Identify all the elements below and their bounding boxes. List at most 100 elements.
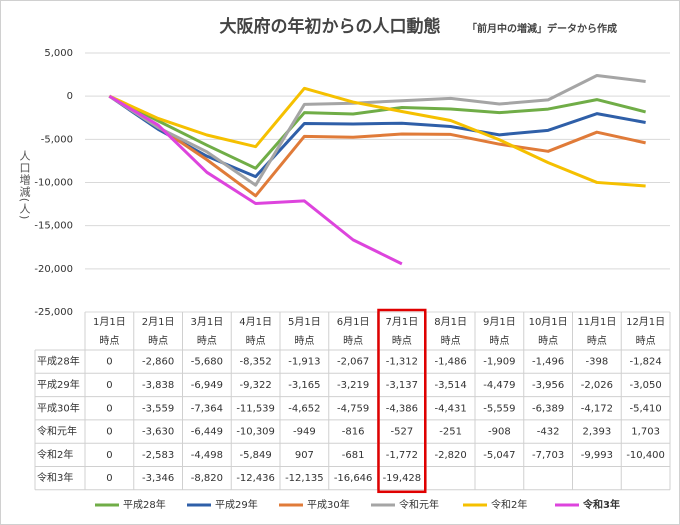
table-cell: 0 [106, 473, 112, 484]
table-cell: -10,309 [236, 427, 275, 438]
row-label: 令和元年 [37, 425, 77, 438]
table-cell: -8,820 [191, 473, 223, 484]
table-cell: -6,949 [191, 380, 223, 391]
table-cell: -3,165 [288, 380, 320, 391]
table-cell: -4,172 [581, 403, 613, 414]
legend-label: 令和2年 [491, 498, 527, 511]
x-tick-label: 7月1日時点 [386, 316, 419, 347]
table-cell: -2,067 [337, 357, 369, 368]
table-cell: -3,838 [142, 380, 174, 391]
table-cell: -6,389 [532, 403, 564, 414]
table-cell: -3,137 [386, 380, 418, 391]
table-cell: -11,539 [236, 403, 275, 414]
table-cell: -398 [586, 357, 609, 368]
table-cell: -12,436 [236, 473, 275, 484]
table-cell: 2,393 [583, 427, 612, 438]
table-cell: 0 [106, 450, 112, 461]
table-cell: -5,410 [630, 403, 662, 414]
table-cell: -3,346 [142, 473, 174, 484]
table-cell: -1,909 [483, 357, 515, 368]
legend-label: 平成28年 [123, 498, 166, 511]
table-cell: -2,860 [142, 357, 174, 368]
table-cell: -2,026 [581, 380, 613, 391]
table-cell: -9,993 [581, 450, 613, 461]
table-cell: -4,652 [288, 403, 320, 414]
table-cell: -3,630 [142, 427, 174, 438]
table-cell: -4,498 [191, 450, 223, 461]
y-axis-label: 人口増減(人) [18, 149, 31, 220]
series-line [108, 94, 646, 198]
y-tick-label: -25,000 [34, 307, 73, 318]
table-cell: 0 [106, 380, 112, 391]
row-label: 令和3年 [37, 471, 73, 484]
series-line [108, 94, 646, 170]
table-cell: 907 [295, 450, 314, 461]
x-tick-label: 8月1日時点 [434, 316, 467, 347]
table-cell: -949 [293, 427, 316, 438]
table-cell: 0 [106, 357, 112, 368]
table-cell: -3,050 [630, 380, 662, 391]
table-cell: -816 [342, 427, 365, 438]
table-cell: -908 [488, 427, 511, 438]
table-cell: -5,559 [483, 403, 515, 414]
table-cell: -4,759 [337, 403, 369, 414]
table-cell: -1,772 [386, 450, 418, 461]
x-tick-label: 9月1日時点 [483, 316, 516, 347]
row-label: 平成28年 [37, 355, 80, 368]
row-label: 令和2年 [37, 448, 73, 461]
table-cell: 0 [106, 427, 112, 438]
table-cell: -4,431 [435, 403, 467, 414]
chart-subtitle: 「前月中の増減」データから作成 [467, 22, 617, 35]
table-cell: -7,703 [532, 450, 564, 461]
table-cell: 1,703 [631, 427, 660, 438]
table-cell: -19,428 [383, 473, 422, 484]
table-cell: -2,583 [142, 450, 174, 461]
table-cell: -1,824 [630, 357, 662, 368]
legend-label: 平成30年 [307, 498, 350, 511]
table-cell: -3,559 [142, 403, 174, 414]
series-line [108, 86, 646, 188]
table-cell: -6,449 [191, 427, 223, 438]
legend-label: 令和元年 [399, 498, 439, 511]
y-tick-label: 0 [67, 91, 73, 102]
series-line [108, 74, 646, 187]
table-cell: -3,956 [532, 380, 564, 391]
table-cell: -432 [537, 427, 560, 438]
x-tick-label: 10月1日時点 [529, 316, 568, 347]
chart-title: 大阪府の年初からの人口動態 [220, 16, 441, 37]
x-tick-label: 4月1日時点 [239, 316, 272, 347]
table-cell: -527 [391, 427, 414, 438]
x-tick-label: 1月1日時点 [93, 316, 126, 347]
table-cell: -10,400 [626, 450, 665, 461]
y-tick-label: -15,000 [34, 221, 73, 232]
x-tick-label: 6月1日時点 [337, 316, 370, 347]
series-line [108, 94, 403, 266]
table-cell: -5,680 [191, 357, 223, 368]
table-cell: -7,364 [191, 403, 223, 414]
y-tick-label: -20,000 [34, 264, 73, 275]
y-tick-label: 5,000 [44, 48, 73, 59]
x-tick-label: 2月1日時点 [142, 316, 175, 347]
legend-label: 令和3年 [582, 498, 620, 511]
table-cell: -681 [342, 450, 365, 461]
table-cell: -5,047 [483, 450, 515, 461]
table-cell: 0 [106, 403, 112, 414]
row-label: 平成30年 [37, 401, 80, 414]
table-cell: -3,219 [337, 380, 369, 391]
table-cell: -8,352 [240, 357, 272, 368]
table-cell: -1,312 [386, 357, 418, 368]
table-cell: -12,135 [285, 473, 324, 484]
x-tick-label: 3月1日時点 [191, 316, 224, 347]
x-tick-label: 5月1日時点 [288, 316, 321, 347]
y-tick-label: -10,000 [34, 178, 73, 189]
highlight-box [377, 308, 427, 494]
table-cell: -1,486 [435, 357, 467, 368]
table-cell: -3,514 [435, 380, 467, 391]
table-cell: -251 [439, 427, 462, 438]
table-cell: -2,820 [435, 450, 467, 461]
legend-label: 平成29年 [215, 498, 258, 511]
series-line [108, 94, 646, 179]
table-cell: -16,646 [334, 473, 373, 484]
table-cell: -1,913 [288, 357, 320, 368]
